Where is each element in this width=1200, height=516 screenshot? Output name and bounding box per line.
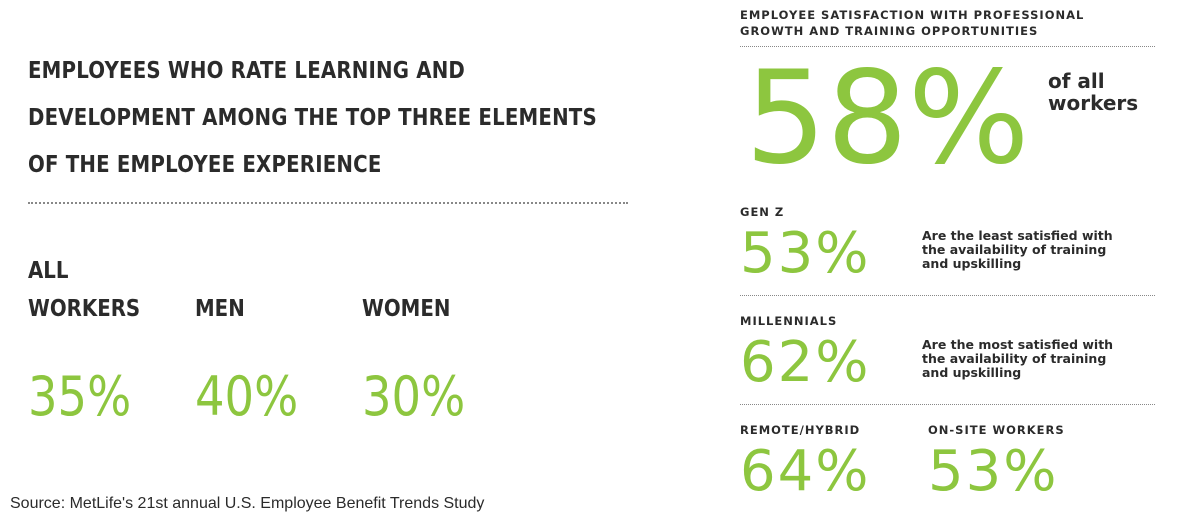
left-title: EMPLOYEES WHO RATE LEARNING AND DEVELOPM… [28, 48, 597, 189]
segment-value: 62% [740, 330, 871, 395]
segment-value: 53% [740, 221, 871, 286]
segment-label: ON-SITE WORKERS [928, 423, 1065, 437]
title-line: DEVELOPMENT AMONG THE TOP THREE ELEMENTS [28, 105, 597, 131]
segment-value: 64% [740, 439, 871, 504]
group-value: 40% [195, 365, 299, 428]
segment-note: Are the most satisfied with the availabi… [922, 337, 1114, 380]
headline-label: of all workers [1048, 69, 1139, 115]
group-label: ALL WORKERS [28, 258, 141, 322]
title-line: EMPLOYEES WHO RATE LEARNING AND [28, 58, 466, 84]
source: Source: MetLife's 21st annual U.S. Emplo… [10, 495, 485, 512]
group-value: 35% [28, 365, 132, 428]
group-value: 30% [362, 365, 466, 428]
segment-label: REMOTE/HYBRID [740, 423, 861, 437]
divider [740, 46, 1155, 47]
segment-label: MILLENNIALS [740, 314, 838, 328]
title-line: OF THE EMPLOYEE EXPERIENCE [28, 152, 382, 178]
headline-value: 58% [745, 44, 1030, 193]
divider [28, 202, 628, 204]
segment-value: 53% [928, 439, 1059, 504]
group-label: MEN [195, 296, 245, 322]
group-label: WOMEN [362, 296, 451, 322]
right-title: EMPLOYEE SATISFACTION WITH PROFESSIONAL … [740, 7, 1084, 39]
title-line: EMPLOYEE SATISFACTION WITH PROFESSIONAL [740, 8, 1085, 22]
segment-note: Are the least satisfied with the availab… [922, 228, 1113, 271]
divider [740, 295, 1155, 296]
divider [740, 404, 1155, 405]
title-line: GROWTH AND TRAINING OPPORTUNITIES [740, 24, 1039, 38]
segment-label: GEN Z [740, 205, 785, 219]
